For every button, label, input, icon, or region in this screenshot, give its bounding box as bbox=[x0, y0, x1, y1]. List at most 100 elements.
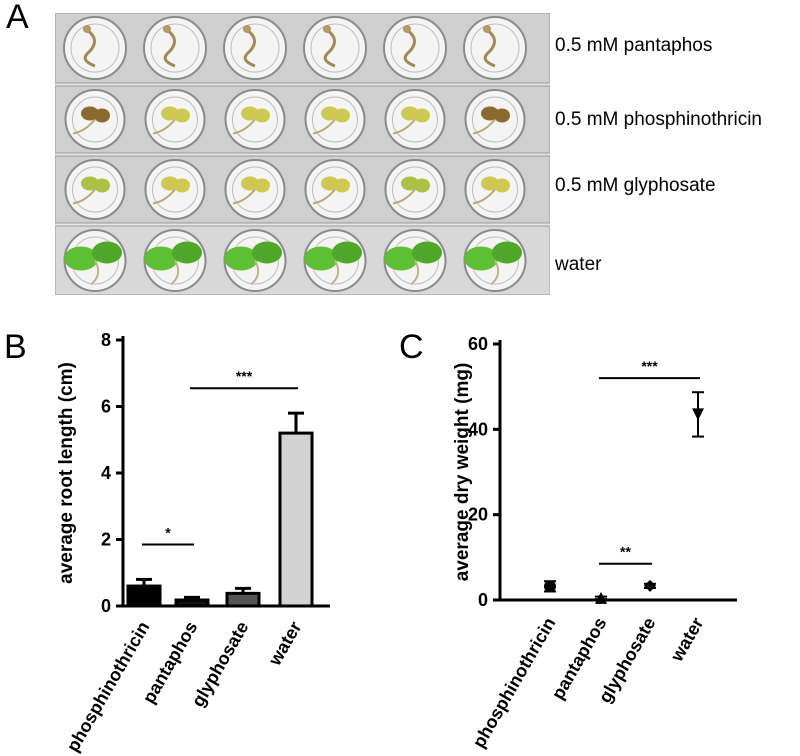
seedling-root bbox=[312, 188, 336, 205]
well bbox=[143, 16, 207, 80]
seedling-leaf bbox=[252, 241, 282, 264]
x-tick-label-phosphinothricin: phosphinothricin bbox=[63, 618, 154, 755]
seedling-leaf bbox=[414, 108, 430, 123]
panel-letter-c: C bbox=[399, 328, 424, 366]
well-inner-ring bbox=[390, 23, 440, 73]
seedling-leaf bbox=[384, 246, 418, 271]
seedling-leaf bbox=[94, 108, 110, 123]
seedling-stem bbox=[243, 28, 256, 68]
bar-water bbox=[278, 431, 314, 608]
seedling-stem bbox=[163, 28, 176, 68]
seedling-root bbox=[490, 260, 500, 286]
seedling-leaf bbox=[464, 246, 498, 271]
seedling-leaf bbox=[334, 178, 350, 193]
well-inner-ring bbox=[310, 23, 360, 73]
seedling-head bbox=[323, 25, 331, 33]
well bbox=[383, 16, 447, 80]
seedling-head bbox=[83, 25, 91, 33]
seedling-leaf bbox=[494, 178, 510, 193]
seedling-stem bbox=[403, 28, 416, 68]
well-inner-ring bbox=[312, 96, 358, 143]
y-axis-label: average root length (cm) bbox=[56, 362, 77, 584]
point-pantaphos bbox=[595, 591, 607, 604]
well-inner-ring bbox=[152, 96, 198, 143]
seedling-root bbox=[410, 260, 420, 286]
well-inner-ring bbox=[232, 96, 278, 143]
seedling-root bbox=[330, 260, 340, 286]
well-inner-ring bbox=[392, 96, 438, 143]
seedling-leaf bbox=[174, 178, 190, 193]
row-label-glyphosate: 0.5 mM glyphosate bbox=[555, 175, 716, 196]
well-inner-ring bbox=[312, 166, 358, 213]
seedling-root bbox=[72, 188, 96, 205]
well bbox=[63, 16, 127, 80]
seedling-head bbox=[483, 25, 491, 33]
well-inner-ring bbox=[472, 96, 518, 143]
seedling-leaf bbox=[412, 241, 442, 264]
seedling-root bbox=[152, 118, 176, 135]
y-axis-label: average dry weight (mg) bbox=[452, 363, 473, 582]
significance-c-0-label: *** bbox=[641, 358, 658, 374]
well bbox=[303, 16, 367, 80]
seedling-root bbox=[232, 188, 256, 205]
well-inner-ring bbox=[72, 166, 118, 213]
seedling-leaf bbox=[332, 241, 362, 264]
seedling-leaf bbox=[254, 108, 270, 123]
well bbox=[223, 16, 287, 80]
y-tick-label-4: 4 bbox=[101, 463, 111, 483]
seedling-root bbox=[472, 188, 496, 205]
seedling-leaf bbox=[144, 246, 178, 271]
row-label-pantaphos: 0.5 mM pantaphos bbox=[555, 35, 713, 56]
seedling-leaf bbox=[64, 246, 98, 271]
seedling-root bbox=[152, 188, 176, 205]
seedling-plate-photo bbox=[55, 13, 550, 295]
x-tick-label-water: water bbox=[264, 618, 305, 670]
seedling-leaf bbox=[254, 178, 270, 193]
well bbox=[463, 16, 527, 80]
point-phosphinothricin bbox=[544, 580, 556, 593]
well-inner-ring bbox=[72, 96, 118, 143]
seedling-leaf bbox=[304, 246, 338, 271]
row-label-phosphinothricin: 0.5 mM phosphinothricin bbox=[555, 109, 762, 130]
y-tick-label-2: 2 bbox=[101, 530, 111, 550]
x-tick-label-phosphinothricin: phosphinothricin bbox=[469, 614, 560, 751]
well-inner-ring bbox=[392, 166, 438, 213]
seedling-stem bbox=[83, 28, 96, 68]
seedling-root bbox=[232, 118, 256, 135]
row-label-water: water bbox=[555, 254, 602, 275]
seedling-head bbox=[243, 25, 251, 33]
seedling-root bbox=[170, 260, 180, 286]
bar-glyphosate bbox=[225, 591, 261, 608]
seedling-stem bbox=[323, 28, 336, 68]
seedling-leaf bbox=[334, 108, 350, 123]
seedling-leaf bbox=[414, 178, 430, 193]
seedling-stem bbox=[483, 28, 496, 68]
significance-b-1-label: *** bbox=[236, 368, 253, 384]
y-tick-label-6: 6 bbox=[101, 397, 111, 417]
well-inner-ring bbox=[470, 23, 520, 73]
well-inner-ring bbox=[70, 23, 120, 73]
plate-row bbox=[55, 225, 550, 295]
seedling-leaf bbox=[224, 246, 258, 271]
x-tick-label-water: water bbox=[666, 614, 707, 666]
plate-row bbox=[55, 13, 550, 84]
bar-phosphinothricin bbox=[126, 584, 162, 608]
panel-letter-b: B bbox=[4, 328, 27, 366]
significance-c-1-label: ** bbox=[620, 544, 631, 560]
seedling-root bbox=[90, 260, 100, 286]
plate-row bbox=[55, 155, 550, 224]
seedling-head bbox=[163, 25, 171, 33]
seedling-leaf bbox=[492, 241, 522, 264]
well-inner-ring bbox=[472, 166, 518, 213]
seedling-root bbox=[250, 260, 260, 286]
seedling-leaf bbox=[92, 241, 122, 264]
seedling-leaf bbox=[174, 108, 190, 123]
plate-row bbox=[55, 85, 550, 154]
point-water bbox=[692, 408, 704, 421]
seedling-leaf bbox=[94, 178, 110, 193]
seedling-root bbox=[472, 118, 496, 135]
well-inner-ring bbox=[230, 23, 280, 73]
seedling-root bbox=[72, 118, 96, 135]
